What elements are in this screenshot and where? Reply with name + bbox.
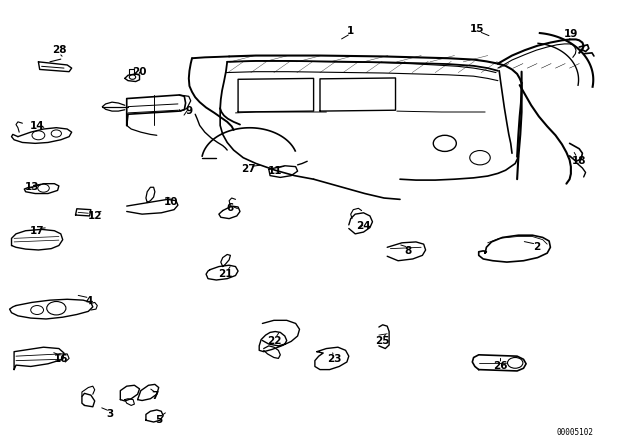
Text: 1: 1 xyxy=(347,26,355,36)
Text: 18: 18 xyxy=(572,156,586,166)
Text: 23: 23 xyxy=(327,354,341,364)
Text: 13: 13 xyxy=(24,182,39,192)
Text: 10: 10 xyxy=(164,198,179,207)
Text: 24: 24 xyxy=(356,221,371,231)
Text: 3: 3 xyxy=(106,409,114,419)
Text: 17: 17 xyxy=(30,226,44,236)
Text: 28: 28 xyxy=(52,45,66,55)
Text: 26: 26 xyxy=(493,362,508,371)
Text: 15: 15 xyxy=(470,24,484,34)
Text: 22: 22 xyxy=(267,336,281,346)
Text: 27: 27 xyxy=(241,164,255,174)
Text: 12: 12 xyxy=(88,211,102,221)
Text: 19: 19 xyxy=(564,29,578,39)
Text: 16: 16 xyxy=(54,354,68,364)
Text: 21: 21 xyxy=(218,269,232,279)
Text: 5: 5 xyxy=(155,415,163,425)
Text: 7: 7 xyxy=(151,392,159,401)
Text: 8: 8 xyxy=(404,246,412,256)
Text: 20: 20 xyxy=(132,67,147,77)
Text: 25: 25 xyxy=(376,336,390,346)
Text: 6: 6 xyxy=(227,203,234,213)
Text: 14: 14 xyxy=(30,121,44,131)
Text: 00005102: 00005102 xyxy=(557,428,594,437)
Text: 11: 11 xyxy=(268,166,282,176)
Text: 4: 4 xyxy=(86,296,93,306)
Text: 9: 9 xyxy=(185,106,193,116)
Text: 2: 2 xyxy=(532,242,540,252)
